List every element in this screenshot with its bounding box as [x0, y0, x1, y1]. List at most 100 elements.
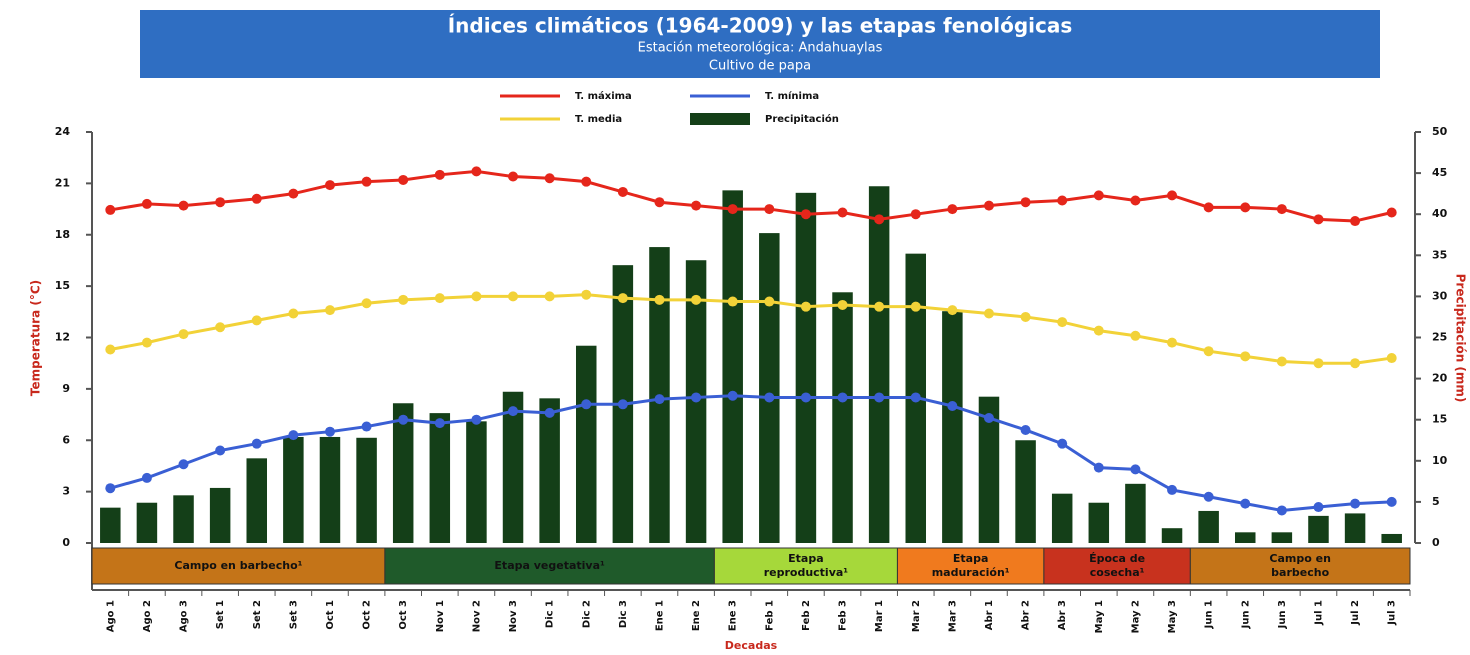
point	[837, 299, 848, 310]
x-tick-label: Mar 2	[911, 600, 922, 632]
point	[324, 305, 335, 316]
bar	[575, 345, 597, 543]
stage-label: Época de cosecha¹	[1089, 552, 1145, 579]
x-tick-label: Abr 2	[1021, 600, 1032, 630]
point	[910, 392, 921, 403]
point	[251, 315, 262, 326]
bar	[1344, 513, 1366, 543]
point	[544, 173, 555, 184]
point	[1240, 351, 1251, 362]
stage-band	[1043, 547, 1191, 585]
x-tick-label: Dic 1	[545, 600, 556, 628]
x-tick-label: Jun 3	[1277, 600, 1288, 629]
y2-axis-title: Precipitación (mm)	[1454, 274, 1468, 403]
y2-tick-label: 15	[1432, 413, 1447, 426]
bar	[1381, 533, 1402, 543]
point	[1386, 207, 1397, 218]
x-tick-label: Nov 2	[471, 600, 482, 632]
point	[398, 414, 409, 425]
y2-tick-label: 0	[1432, 536, 1440, 549]
point	[1130, 464, 1141, 475]
bar	[1198, 510, 1219, 543]
stage-band	[91, 547, 386, 585]
x-tick-label: Mar 1	[874, 600, 885, 632]
y-tick-label: 9	[62, 382, 70, 395]
bar	[356, 437, 377, 543]
point	[544, 291, 555, 302]
x-tick-label: Dic 3	[618, 600, 629, 628]
point	[434, 169, 445, 180]
stage-band	[896, 547, 1045, 585]
point	[581, 399, 592, 410]
x-tick-label: Jul 2	[1350, 600, 1361, 626]
x-tick-label: Nov 1	[435, 600, 446, 632]
y2-tick-label: 40	[1432, 207, 1448, 220]
bar	[100, 507, 121, 543]
x-tick-label: Feb 2	[801, 600, 812, 631]
point	[1350, 216, 1361, 227]
bar	[759, 233, 780, 543]
x-tick-label: Dic 2	[581, 600, 592, 628]
point	[251, 193, 262, 204]
stage-band	[384, 547, 715, 585]
point	[434, 293, 445, 304]
chart-subtitle: Cultivo de papa	[709, 59, 811, 74]
point	[251, 438, 262, 449]
y-tick-label: 0	[62, 536, 70, 549]
y2-tick-label: 35	[1432, 248, 1447, 261]
point	[1057, 317, 1068, 328]
point	[1167, 190, 1178, 201]
point	[910, 209, 921, 220]
point	[1313, 502, 1324, 513]
point	[764, 392, 775, 403]
point	[1276, 204, 1287, 215]
y2-tick-label: 45	[1432, 166, 1447, 179]
stage-label: Etapa reproductiva¹	[764, 552, 849, 579]
point	[654, 394, 665, 405]
title-bar	[140, 10, 1380, 78]
legend-label: T. máxima	[575, 90, 632, 102]
point	[141, 198, 152, 209]
x-axis-title: Decadas	[725, 639, 778, 652]
x-tick-label: Ago 3	[179, 600, 190, 632]
point	[727, 296, 738, 307]
point	[581, 289, 592, 300]
bar	[429, 413, 451, 543]
bar	[246, 458, 268, 543]
point	[471, 291, 482, 302]
point	[1167, 484, 1178, 495]
x-tick-label: Set 2	[252, 600, 263, 629]
x-tick-label: Jun 2	[1240, 600, 1251, 629]
x-tick-label: Ago 2	[142, 600, 153, 632]
x-tick-label: Abr 3	[1057, 600, 1068, 630]
point	[874, 392, 885, 403]
y-tick-label: 24	[55, 125, 71, 138]
point	[691, 392, 702, 403]
x-tick-label: Ene 3	[728, 600, 739, 631]
x-tick-label: Jul 3	[1387, 600, 1398, 626]
point	[983, 412, 994, 423]
y-tick-label: 18	[55, 228, 70, 241]
point	[288, 308, 299, 319]
y2-tick-label: 50	[1432, 125, 1448, 138]
x-tick-label: Oct 2	[362, 600, 373, 630]
point	[1057, 438, 1068, 449]
point	[215, 445, 226, 456]
point	[1093, 190, 1104, 201]
bar	[868, 186, 890, 543]
point	[947, 401, 958, 411]
stage-label: Campo en barbecho¹	[174, 559, 302, 572]
point	[324, 180, 335, 191]
point	[288, 430, 299, 441]
bar	[1234, 532, 1256, 543]
point	[105, 204, 116, 215]
stage-label: Etapa maduración¹	[932, 552, 1010, 579]
point	[1350, 358, 1361, 369]
point	[105, 483, 116, 494]
x-tick-label: Oct 1	[325, 600, 336, 630]
point	[105, 344, 116, 355]
x-tick-label: Ago 1	[105, 600, 116, 632]
point	[508, 171, 519, 182]
bar	[1051, 493, 1073, 543]
